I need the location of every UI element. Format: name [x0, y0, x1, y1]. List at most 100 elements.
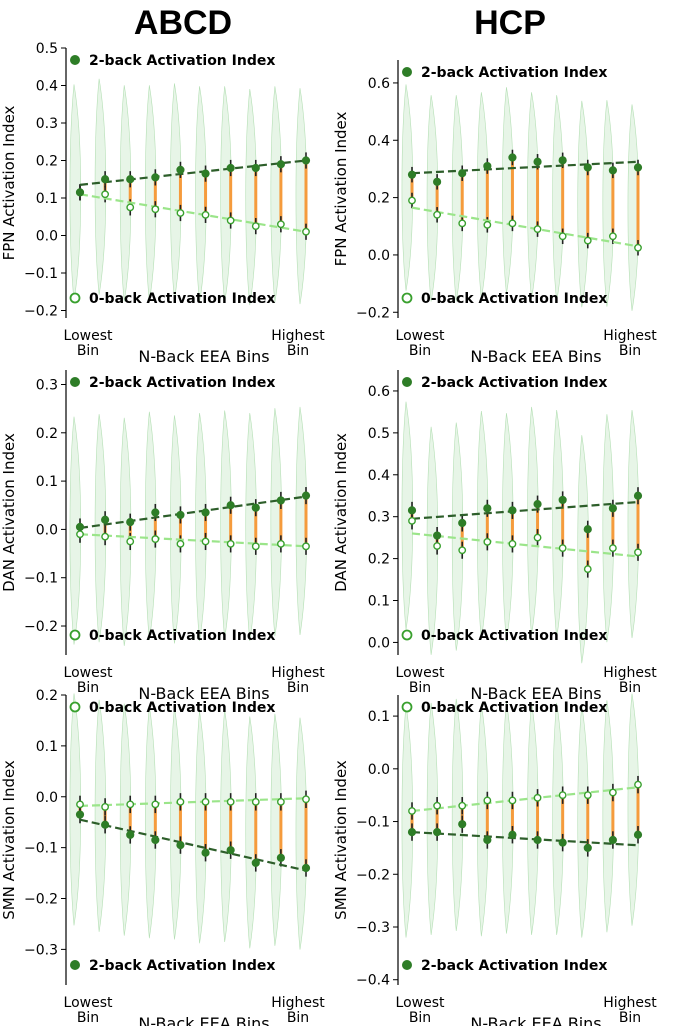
point-2back	[251, 503, 260, 512]
legend-bottom-marker	[401, 292, 413, 304]
violin	[245, 89, 257, 306]
violin	[477, 92, 489, 299]
point-2back	[533, 835, 542, 845]
point-0back	[558, 791, 567, 800]
point-2back	[558, 838, 567, 847]
y-tick-label: 0.0	[368, 248, 390, 264]
x-tick-line: Lowest	[64, 995, 113, 1011]
x-tick-label-lowest: Lowest Bin	[64, 665, 113, 696]
legend-top-label: 2-back Activation Index	[89, 53, 275, 69]
violin	[195, 412, 207, 642]
y-tick-label: 0.1	[36, 739, 58, 755]
violin	[145, 85, 157, 302]
point-2back	[407, 170, 417, 179]
y-tick-label: 0.3	[36, 116, 58, 132]
y-tick-label: 0.0	[368, 762, 390, 778]
point-2back	[75, 522, 85, 532]
point-2back	[533, 157, 542, 166]
violin	[144, 706, 157, 939]
legend-top-marker	[70, 377, 80, 387]
point-0back	[151, 800, 160, 809]
legend-top-marker	[401, 701, 413, 713]
point-0back	[458, 546, 467, 555]
point-0back	[408, 807, 416, 815]
point-2back	[126, 175, 135, 184]
x-tick-line: Bin	[77, 1010, 99, 1026]
point-0back	[433, 801, 442, 810]
point-0back	[458, 219, 467, 228]
violin	[119, 417, 132, 646]
violin	[245, 412, 257, 642]
violin	[627, 693, 640, 926]
x-axis-label: N-Back EEA Bins	[138, 347, 269, 366]
abcd-title: ABCD	[133, 4, 233, 42]
violin	[220, 86, 232, 303]
y-tick-label: 0.2	[36, 154, 58, 170]
point-2back	[201, 848, 210, 857]
point-0back	[608, 788, 617, 797]
point-2back	[151, 508, 160, 517]
point-2back	[276, 853, 285, 862]
y-tick-label: 0.1	[36, 474, 58, 490]
point-2back	[251, 163, 260, 173]
violin	[170, 707, 182, 940]
y-axis-label: FPN Activation Index	[0, 105, 18, 260]
x-tick-line: Bin	[409, 1010, 431, 1026]
violin	[245, 716, 257, 949]
point-2back	[633, 163, 643, 172]
violin	[295, 406, 308, 635]
y-tick-label: 0.2	[368, 552, 390, 568]
point-0back	[583, 565, 592, 573]
x-tick-label-lowest: Lowest Bin	[64, 328, 113, 359]
chart-hcp-smn: −0.4 −0.3 −0.2 −0.1 0.0 0.1 SMN Activation Ind…	[332, 693, 657, 1026]
x-tick-label-lowest: Lowest Bin	[396, 665, 445, 696]
point-2back	[433, 827, 442, 837]
chart-abcd-dan: −0.2 −0.1 0.0 0.1 0.2 0.3 DAN Activation Index…	[0, 370, 325, 703]
point-2back	[226, 501, 235, 510]
x-axis-label: N-Back EEA Bins	[470, 347, 601, 366]
point-0back	[583, 791, 592, 800]
x-tick-line: Bin	[619, 1010, 641, 1026]
violin	[401, 84, 414, 291]
point-2back	[508, 153, 517, 162]
x-tick-line: Highest	[603, 665, 657, 681]
trend-line-2back	[411, 160, 639, 175]
point-2back	[483, 161, 492, 171]
point-2back	[126, 518, 135, 527]
point-0back	[533, 533, 542, 542]
violin	[502, 413, 514, 642]
point-2back	[583, 163, 592, 172]
violin	[170, 415, 182, 644]
point-2back	[151, 173, 160, 182]
y-tick-label: 0.2	[36, 688, 58, 704]
point-0back	[558, 232, 567, 241]
y-tick-label: 0.4	[36, 79, 58, 95]
legend-top-label: 0-back Activation Index	[421, 700, 607, 716]
point-2back	[483, 835, 492, 845]
point-2back	[176, 510, 185, 520]
point-0back	[302, 542, 310, 551]
y-axis-label: SMN Activation Index	[0, 760, 18, 920]
legend-bottom-marker	[402, 960, 412, 970]
violin	[270, 86, 282, 303]
point-0back	[101, 190, 110, 199]
violin	[270, 408, 282, 637]
chart-abcd-fpn: −0.2 −0.1 0.0 0.1 0.2 0.3 0.4 0.5 FPN Activation…	[0, 41, 325, 366]
point-0back	[533, 793, 542, 802]
point-0back	[126, 203, 135, 212]
violin	[119, 85, 132, 302]
y-tick-label: 0.6	[368, 76, 390, 92]
point-0back	[634, 780, 642, 789]
point-2back	[608, 504, 617, 513]
x-tick-label-highest: Highest Bin	[603, 328, 657, 359]
point-2back	[433, 531, 442, 540]
violin	[295, 717, 308, 950]
violin	[476, 411, 489, 640]
point-0back	[251, 222, 260, 231]
violin	[69, 693, 82, 926]
violin	[195, 86, 207, 303]
trend-line-2back	[411, 830, 639, 847]
point-2back	[226, 846, 235, 855]
point-2back	[583, 525, 592, 534]
